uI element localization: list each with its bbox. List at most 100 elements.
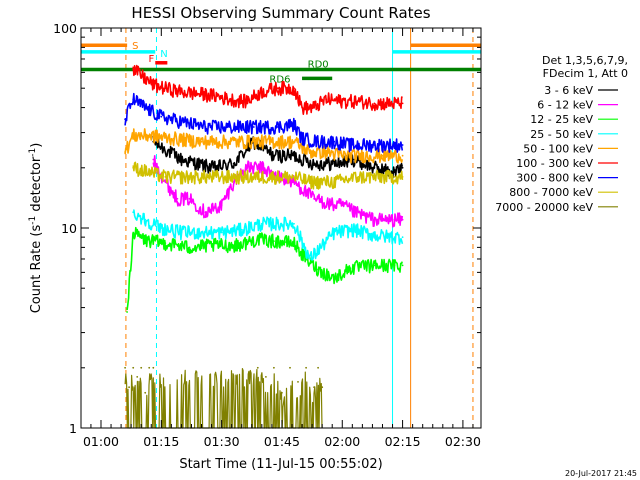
series-6-12-kev-point: [401, 218, 404, 221]
series-50-100-kev-point: [277, 140, 279, 143]
series-3-6-kev-point: [293, 154, 295, 157]
series-6-12-kev-point: [164, 181, 167, 183]
flag-label-rd6: RD6: [269, 74, 290, 85]
series-100-300-kev-point: [196, 92, 199, 95]
x-tick-label-2: 01:15: [143, 434, 179, 449]
series-50-100-kev-point: [361, 154, 364, 157]
series-300-800-kev-point: [317, 140, 319, 143]
series-7000-20000-kev-point: [321, 386, 324, 389]
legend: Det 1,3,5,6,7,9, FDecim 1, Att 0 3 - 6 k…: [495, 54, 628, 214]
series-3-6-kev-point: [333, 162, 336, 165]
series-7000-20000-kev-point: [124, 366, 126, 369]
series-800-7000-kev-point: [196, 176, 199, 178]
series-300-800-kev-point: [373, 144, 376, 146]
x-tick-label-4: 01:45: [264, 434, 300, 449]
flag-label-rd0: RD0: [308, 60, 329, 71]
series-3-6-kev-point: [393, 171, 396, 174]
series-3-6-kev-point: [212, 166, 215, 169]
flag-label-f: F: [149, 54, 155, 65]
legend-label-4: 25 - 50 keV: [530, 128, 593, 141]
x-tick-label-3: 01:30: [204, 434, 240, 449]
series-100-300-kev: [132, 64, 403, 115]
y-axis-label-sup-1: -1: [28, 216, 38, 225]
series-300-800-kev-point: [124, 118, 126, 121]
series-3-6-kev-point: [373, 166, 376, 169]
series-800-7000-kev-point: [293, 176, 295, 178]
series-800-7000-kev-point: [228, 176, 231, 178]
legend-label-9: 7000 - 20000 keV: [495, 201, 593, 214]
series-12-25-kev-point: [317, 268, 319, 271]
series-12-25-kev-point: [293, 242, 295, 245]
series-50-100-kev-point: [293, 140, 295, 143]
series-800-7000-kev-point: [401, 176, 404, 178]
legend-label-8: 800 - 7000 keV: [509, 186, 593, 199]
series-6-12-kev-point: [341, 204, 344, 207]
series-50-100-kev-point: [228, 140, 231, 143]
series-300-800-kev-point: [349, 144, 352, 146]
legend-label-6: 100 - 300 keV: [516, 157, 593, 170]
series-6-12-kev-point: [188, 197, 191, 200]
series-100-300-kev-point: [132, 68, 135, 71]
series-800-7000-kev-point: [180, 176, 183, 178]
series-25-50-kev-point: [160, 227, 163, 229]
series-12-25-kev-point: [373, 264, 376, 267]
series-50-100-kev-point: [309, 151, 311, 153]
series-7000-20000-kev-point: [132, 366, 135, 369]
series-100-300-kev-point: [313, 106, 315, 109]
series-12-25-kev-point: [333, 277, 336, 280]
series-50-100-kev-point: [381, 154, 384, 157]
x-tick-label-5: 02:00: [324, 434, 360, 449]
series-25-50-kev-point: [220, 231, 223, 234]
legend-label-3: 12 - 25 keV: [530, 113, 593, 126]
series-6-12-kev-point: [373, 218, 376, 221]
y-axis-label-end: ): [29, 143, 44, 148]
series-7000-20000-kev-point: [148, 366, 151, 369]
series-3-6-kev-point: [273, 154, 275, 157]
series-12-25-kev-point: [285, 241, 287, 244]
x-tick-label-1: 01:00: [83, 434, 119, 449]
series-300-800-kev-point: [252, 126, 255, 128]
series-7000-20000-kev-point: [256, 366, 259, 369]
series-7000-20000-kev-point: [289, 366, 291, 369]
series-7000-20000-kev-point: [265, 376, 267, 378]
series-25-50-kev-point: [144, 218, 147, 221]
series-6-12-kev-point: [152, 158, 155, 161]
series-7000-20000-kev-point: [305, 366, 307, 369]
y-axis-label-sup-2: -1: [28, 148, 38, 157]
series-100-300-kev-point: [212, 94, 215, 97]
series-300-800-kev-point: [393, 144, 396, 146]
series-6-12-kev-point: [313, 197, 315, 200]
series-3-6-kev-point: [401, 166, 404, 169]
series-12-25-kev-point: [236, 244, 239, 247]
series-300-800-kev-point: [333, 140, 336, 143]
series-12-25-kev-point: [144, 239, 147, 242]
series-100-300-kev-point: [152, 83, 155, 86]
y-tick-label-1: 1: [69, 421, 77, 436]
series-100-300-kev-point: [164, 87, 167, 90]
axis-ticks: 01:00 01:15 01:30 01:45 02:00 02:15 02:30 1 10 10…: [53, 21, 481, 449]
series-6-12-kev-point: [353, 211, 356, 214]
series-800-7000-kev-point: [148, 171, 151, 174]
series-300-800-kev: [124, 92, 404, 153]
series-100-300-kev-point: [140, 74, 143, 77]
x-tick-label-7: 02:30: [445, 434, 481, 449]
series-800-7000-kev-point: [212, 176, 215, 178]
series-800-7000-kev-point: [357, 176, 360, 178]
series-50-100-kev-point: [172, 137, 175, 140]
series-12-25-kev: [126, 226, 403, 311]
legend-label-7: 300 - 800 keV: [516, 172, 593, 185]
series-100-300-kev-point: [228, 98, 231, 101]
series-800-7000-kev-point: [373, 176, 376, 178]
series-7000-20000-kev-point: [273, 366, 275, 369]
y-axis-label: Count Rate (s-1 detector-1): [28, 143, 44, 314]
flag-label-s: S: [132, 41, 138, 52]
series-6-12-kev-point: [176, 197, 179, 200]
series-50-100-kev-point: [341, 154, 344, 157]
series-25-50-kev-point: [277, 222, 279, 225]
legend-header-line-2: FDecim 1, Att 0: [543, 67, 628, 80]
series-12-25-kev-point: [273, 240, 275, 243]
series-300-800-kev-point: [401, 144, 404, 146]
series-7000-20000-kev-point: [136, 376, 139, 378]
